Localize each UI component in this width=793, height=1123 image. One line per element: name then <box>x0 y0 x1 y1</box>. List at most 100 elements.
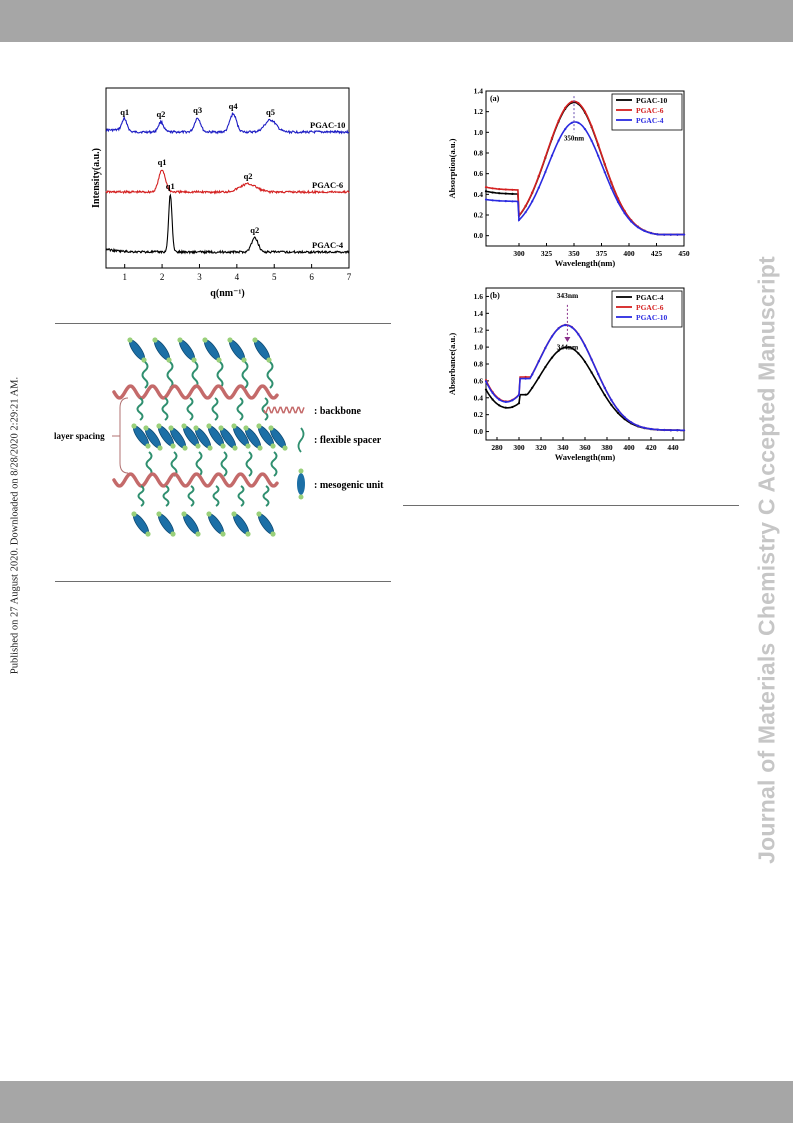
uv-data-point <box>498 199 501 202</box>
uv-data-point <box>550 335 554 338</box>
uv-data-point <box>603 171 606 174</box>
header-band <box>0 0 793 42</box>
uv-data-point <box>590 139 593 142</box>
uv-data-point <box>484 190 488 193</box>
uv-data-point <box>616 200 620 204</box>
uv-chart-b: 280 300 320 340 360 380 400 420 440 0.0 0.2 0.4 0.6 0… <box>447 287 686 462</box>
uv-data-point <box>531 386 534 389</box>
uv-data-point <box>616 408 620 411</box>
uv-data-point <box>682 233 686 236</box>
xrd-series-line <box>105 193 350 255</box>
y-tick-label: 0.0 <box>474 231 484 240</box>
mesogen-endcap <box>145 443 151 449</box>
journal-watermark: Journal of Materials Chemistry C Accepte… <box>753 256 780 864</box>
mesogen-endcap <box>218 425 224 431</box>
mesogen-endcap <box>145 531 151 537</box>
uv-data-point <box>564 106 567 109</box>
uv-data-point <box>550 136 554 139</box>
uv-data-point <box>491 191 494 194</box>
mesogen-endcap <box>157 445 163 451</box>
uv-data-point <box>531 191 534 194</box>
x-tick-label: 2 <box>160 272 165 282</box>
mesogen-endcap <box>170 531 176 537</box>
flexible-spacer <box>261 397 269 421</box>
mesogen-endcap <box>152 337 158 343</box>
mesogen-endcap <box>282 445 288 451</box>
uv-data-point <box>583 128 587 131</box>
uv-data-point <box>643 426 646 429</box>
x-tick-label: 420 <box>645 443 657 452</box>
flexible-spacer <box>216 361 224 389</box>
peak-label: q1 <box>120 107 129 117</box>
flexible-spacer <box>262 485 270 507</box>
x-tick-label: 1 <box>122 272 127 282</box>
y-tick-label: 1.4 <box>474 309 484 318</box>
mesogen-endcap <box>170 443 176 449</box>
uv-data-point <box>570 326 573 329</box>
divider <box>55 581 391 582</box>
uv-data-point <box>682 429 686 432</box>
x-tick-label: 360 <box>579 443 591 452</box>
y-axis-label: Absorption(a.u.) <box>447 138 457 198</box>
legend-box <box>611 290 683 328</box>
xrd-series-line <box>106 111 350 135</box>
uv-data-point <box>590 358 593 361</box>
peak-label: q5 <box>266 107 275 117</box>
legend-label: PGAC-6 <box>636 303 664 312</box>
x-tick-label: 300 <box>513 443 525 452</box>
mesogen-endcap <box>298 468 304 474</box>
uv-data-point <box>636 424 639 427</box>
scheme-figure: layer spacing: backbone: flexible spacer… <box>52 328 397 578</box>
uv-data-point <box>504 188 507 191</box>
uv-data-point <box>557 349 560 352</box>
y-tick-label: 0.8 <box>474 360 484 369</box>
uv-data-point <box>484 198 488 201</box>
uv-data-point <box>577 333 580 336</box>
flexible-spacer <box>162 485 170 507</box>
mesogen-endcap <box>166 357 172 363</box>
uv-data-point <box>504 200 507 203</box>
uv-data-point <box>616 197 620 200</box>
x-tick-label: 4 <box>235 272 240 282</box>
uv-data-point <box>537 376 540 379</box>
publication-note: Published on 27 August 2020. Downloaded … <box>9 376 21 675</box>
uv-data-point <box>610 181 613 184</box>
backbone-chain <box>112 472 279 488</box>
mesogen-endcap <box>266 357 272 363</box>
mesogen-endcap <box>131 511 137 517</box>
uv-data-point <box>669 233 672 236</box>
uv-data-point <box>511 192 514 195</box>
uv-data-point <box>656 428 659 431</box>
y-tick-label: 1.4 <box>474 87 484 96</box>
uv-data-point <box>544 170 547 174</box>
x-tick-label: 400 <box>623 443 635 452</box>
flexible-spacer <box>195 451 203 477</box>
peak-annotation: 343nm <box>557 291 579 300</box>
y-tick-label: 0.6 <box>474 376 484 385</box>
legend-label: PGAC-10 <box>636 96 667 105</box>
flexible-spacer <box>270 451 278 477</box>
uv-data-point <box>511 399 514 402</box>
uv-data-point <box>583 110 587 113</box>
mesogen-endcap <box>227 337 233 343</box>
flexible-spacer <box>241 361 249 389</box>
mesogen-endcap <box>156 423 162 429</box>
mesogen-endcap <box>232 445 238 451</box>
uv-data-point <box>517 218 521 222</box>
uv-data-point <box>570 100 573 103</box>
uv-data-point <box>544 365 547 369</box>
uv-data-point <box>557 139 560 142</box>
mesogen-endcap <box>182 445 188 451</box>
flexible-spacer <box>266 361 274 389</box>
uv-data-point <box>511 405 514 409</box>
uv-data-point <box>524 393 527 396</box>
uv-data-point <box>491 398 494 401</box>
mesogen-endcap <box>245 531 251 537</box>
peak-label: q4 <box>229 101 239 111</box>
uv-data-point <box>550 154 554 157</box>
uv-data-point <box>590 125 593 128</box>
mesogen-legend-icon <box>297 473 305 495</box>
peak-label: q1 <box>166 181 175 191</box>
liquid-crystal-scheme: layer spacing: backbone: flexible spacer… <box>54 337 384 537</box>
mesogen-endcap <box>268 425 274 431</box>
